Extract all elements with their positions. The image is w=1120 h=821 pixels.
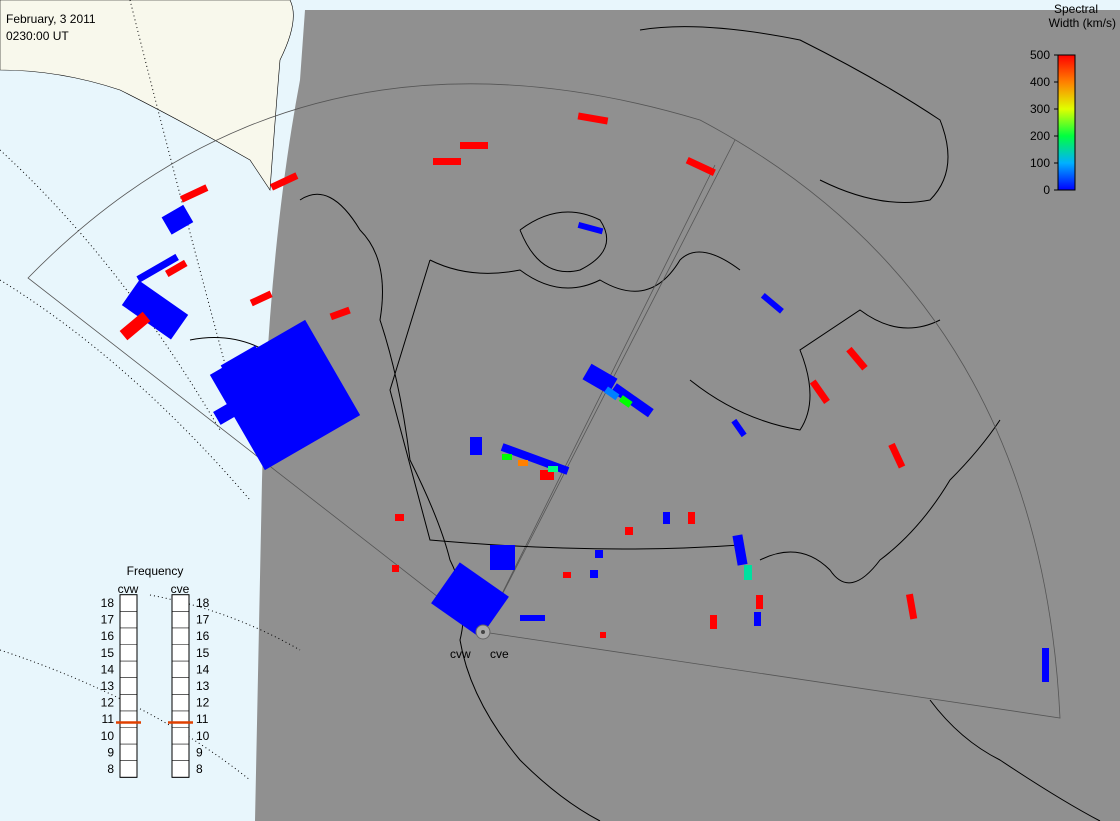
frequency-tick-label: 16: [101, 629, 115, 643]
colorbar-tick-label: 200: [1030, 129, 1050, 143]
frequency-box: [119, 594, 138, 778]
frequency-tick-label: 18: [101, 596, 115, 610]
radar-name: cve: [171, 582, 190, 596]
radar-site-center: [481, 630, 485, 634]
frequency-tick-label: 14: [196, 662, 210, 676]
frequency-tick-label: 18: [196, 596, 210, 610]
frequency-tick-label: 15: [101, 646, 115, 660]
frequency-tick-label: 12: [101, 696, 115, 710]
colorbar-tick-label: 0: [1043, 183, 1050, 197]
frequency-tick-label: 9: [196, 745, 203, 759]
frequency-box: [171, 594, 190, 778]
scatter-cells: [119, 112, 1049, 682]
land-alaska: [0, 0, 294, 191]
colorbar-title: Width (km/s): [1049, 16, 1116, 30]
radar-label: cve: [490, 647, 509, 661]
frequency-tick-label: 11: [196, 712, 209, 726]
frequency-tick-label: 16: [196, 629, 210, 643]
colorbar-tick-label: 300: [1030, 102, 1050, 116]
frequency-tick-label: 8: [196, 762, 203, 776]
frequency-tick-label: 10: [196, 729, 210, 743]
radar-name: cvw: [118, 582, 139, 596]
colorbar-ticks: 0 100 200 300 400 500: [1030, 48, 1058, 197]
colorbar: [1057, 54, 1076, 191]
frequency-tick-label: 8: [107, 762, 114, 776]
radar-label: cvw: [450, 647, 471, 661]
frequency-tick-label: 15: [196, 646, 210, 660]
frequency-tick-label: 13: [101, 679, 115, 693]
frequency-tick-label: 14: [101, 662, 115, 676]
time: 0230:00 UT: [6, 29, 69, 43]
frequency-tick-label: 17: [196, 613, 210, 627]
frequency-tick-label: 9: [107, 745, 114, 759]
frequency-tick-label: 17: [101, 613, 115, 627]
frequency-tick-label: 13: [196, 679, 210, 693]
ocean-left: [0, 0, 300, 821]
frequency-title: Frequency: [127, 564, 184, 578]
graticule: [0, 0, 301, 781]
frequency-panel: cvw 8 9 10 11 12 13 14 15 16 17 18 cve 8 9 10 11 12 13 14 15…: [101, 582, 210, 778]
frequency-tick-label: 10: [101, 729, 115, 743]
frequency-tick-label: 11: [102, 712, 115, 726]
colorbar-tick-label: 100: [1030, 156, 1050, 170]
coastlines: [189, 26, 1101, 821]
colorbar-tick-label: 400: [1030, 75, 1050, 89]
colorbar-title: Spectral: [1054, 2, 1098, 16]
frequency-tick-label: 12: [196, 696, 210, 710]
colorbar-tick-label: 500: [1030, 48, 1050, 62]
date: February, 3 2011: [6, 12, 96, 26]
